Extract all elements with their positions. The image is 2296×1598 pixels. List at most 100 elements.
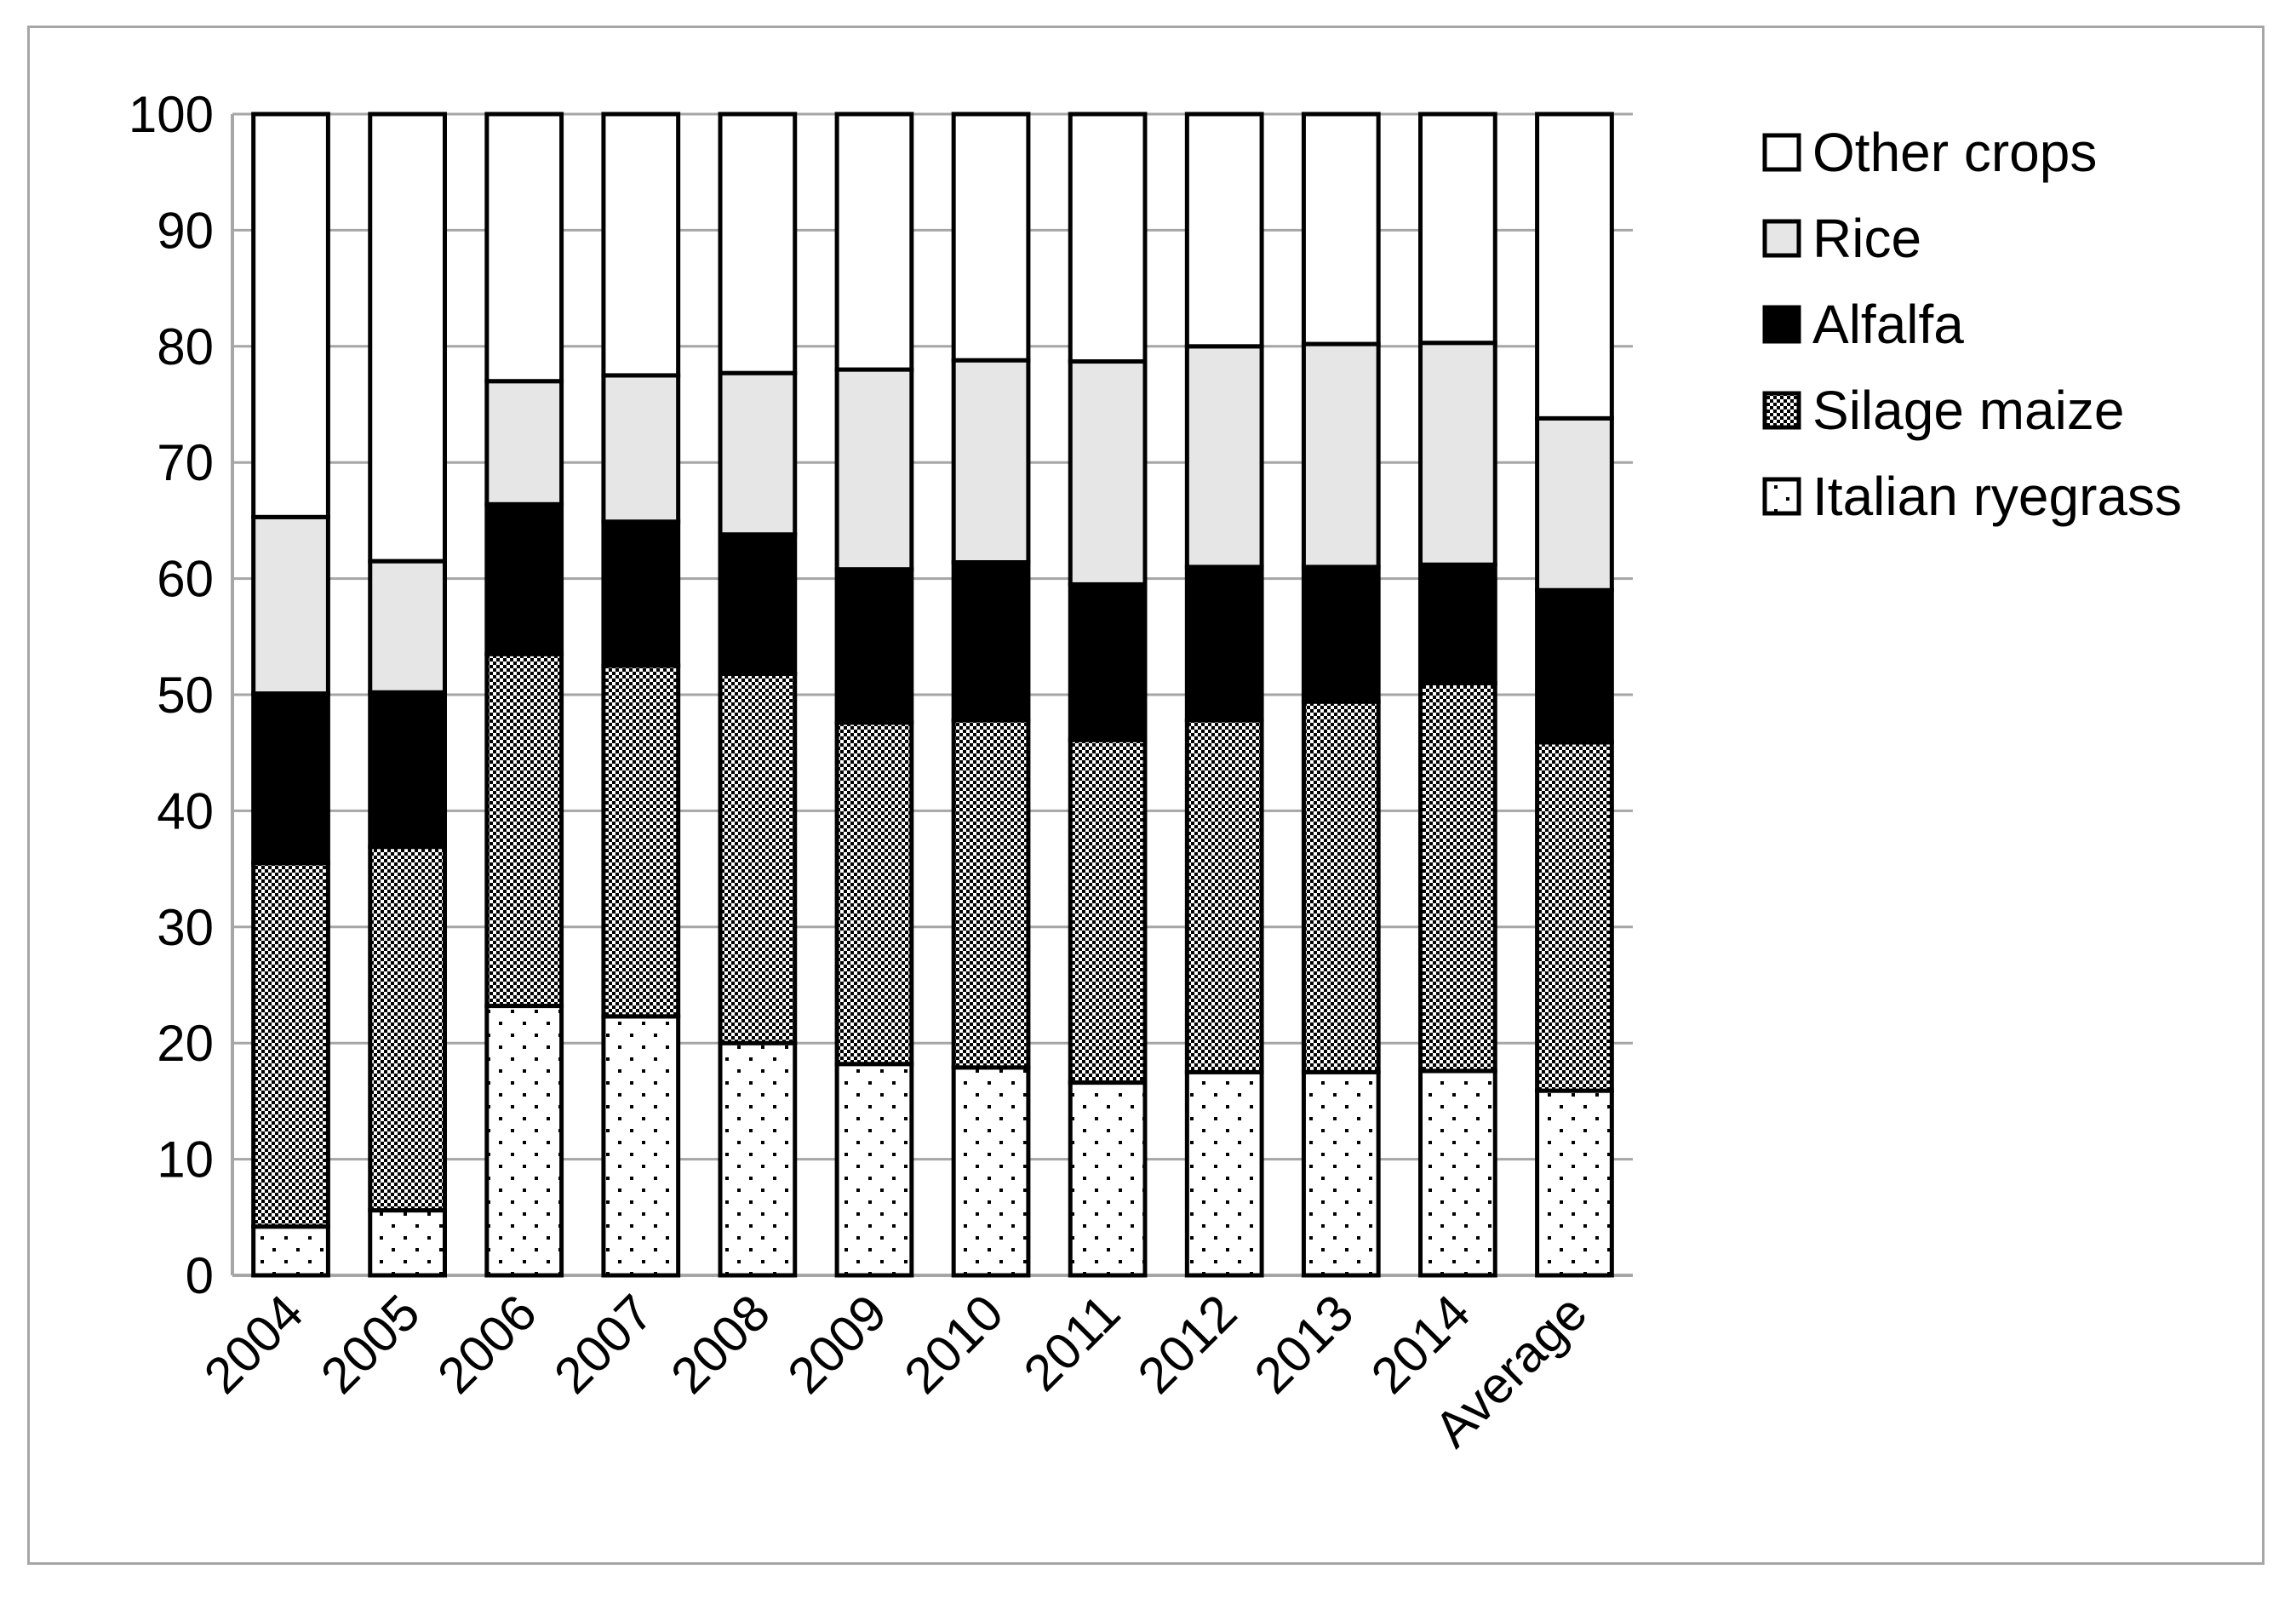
bar-segment-silage-maize xyxy=(718,671,798,1045)
bar-stack-2005 xyxy=(368,112,447,1278)
y-tick-label: 80 xyxy=(157,318,214,375)
x-category-label: 2009 xyxy=(776,1284,897,1405)
axes xyxy=(231,114,1633,1277)
legend: Other crops Rice Alfalfa Silage maize Italia… xyxy=(1762,122,2182,527)
x-category-label: 2012 xyxy=(1127,1284,1248,1405)
bar-segment-other-crops xyxy=(1535,112,1614,421)
bar-segment-rice xyxy=(834,367,914,572)
bar-stack-2013 xyxy=(1301,112,1381,1278)
bar-stack-2006 xyxy=(484,112,564,1278)
chart-area: 0 10 20 30 40 50 60 70 80 90 100 2004 2005 2006 2007 2… xyxy=(27,26,2265,1565)
bar-segment-rice xyxy=(484,379,564,507)
bar-segment-italian-ryegrass xyxy=(368,1208,447,1278)
x-category-label: 2007 xyxy=(543,1284,664,1405)
y-tick-label: 100 xyxy=(129,86,214,143)
bar-stack-2004 xyxy=(251,112,330,1278)
y-tick-label: 50 xyxy=(157,667,214,724)
bar-segment-other-crops xyxy=(1418,112,1497,346)
legend-item-alfalfa: Alfalfa xyxy=(1762,294,1964,355)
bar-segment-alfalfa xyxy=(1068,581,1148,742)
bar-segment-rice xyxy=(601,373,681,524)
bar-segment-italian-ryegrass xyxy=(1068,1080,1148,1278)
y-tick-label: 20 xyxy=(157,1015,214,1072)
bar-segment-other-crops xyxy=(484,112,564,384)
bar-segment-other-crops xyxy=(368,112,447,564)
legend-item-silage-maize: Silage maize xyxy=(1762,380,2124,441)
bar-segment-silage-maize xyxy=(1068,737,1148,1085)
y-tick-label: 10 xyxy=(157,1131,214,1188)
x-category-labels: 2004200520062007200820092010201120122013… xyxy=(193,1284,1598,1458)
bar-segment-alfalfa xyxy=(601,519,681,668)
bar-segment-other-crops xyxy=(1301,112,1381,347)
legend-swatch xyxy=(1762,305,1801,344)
bar-segment-rice xyxy=(1068,359,1148,587)
x-category-label: 2006 xyxy=(427,1284,547,1405)
bar-segment-italian-ryegrass xyxy=(1301,1069,1381,1278)
legend-swatch xyxy=(1762,133,1801,172)
bar-segment-other-crops xyxy=(601,112,681,378)
bar-segment-italian-ryegrass xyxy=(834,1062,914,1278)
bar-segment-silage-maize xyxy=(834,720,914,1067)
x-category-label: 2005 xyxy=(310,1284,431,1405)
bar-stack-average xyxy=(1535,112,1614,1278)
bar-segment-alfalfa xyxy=(951,560,1031,723)
y-tick-label: 90 xyxy=(157,202,214,259)
bar-stack-2011 xyxy=(1068,112,1148,1278)
bar-segment-italian-ryegrass xyxy=(1535,1088,1614,1278)
bar-segment-alfalfa xyxy=(834,567,914,725)
bar-segment-rice xyxy=(718,370,798,537)
legend-item-italian-ryegrass: Italian ryegrass xyxy=(1762,466,2182,527)
legend-item-other-crops: Other crops xyxy=(1762,122,2097,183)
y-tick-labels: 0 10 20 30 40 50 60 70 80 90 100 xyxy=(129,86,214,1304)
legend-label: Other crops xyxy=(1812,122,2097,183)
y-tick-label: 30 xyxy=(157,899,214,956)
bar-segment-silage-maize xyxy=(601,663,681,1019)
bar-segment-silage-maize xyxy=(368,845,447,1213)
x-category-label: 2008 xyxy=(660,1284,781,1405)
bar-stack-2012 xyxy=(1184,112,1264,1278)
legend-swatch xyxy=(1762,219,1801,258)
bar-segment-silage-maize xyxy=(1184,718,1264,1074)
bar-segment-silage-maize xyxy=(1301,699,1381,1074)
bar-segment-rice xyxy=(368,558,447,695)
x-category-label: 2013 xyxy=(1244,1284,1365,1405)
bar-segment-alfalfa xyxy=(718,532,798,676)
bar-segment-italian-ryegrass xyxy=(951,1065,1031,1278)
bar-segment-alfalfa xyxy=(368,690,447,850)
legend-label: Alfalfa xyxy=(1812,294,1964,355)
legend-label: Silage maize xyxy=(1812,380,2124,441)
legend-swatch xyxy=(1762,391,1801,430)
bar-segment-italian-ryegrass xyxy=(251,1224,330,1278)
bar-segment-rice xyxy=(251,514,330,696)
bar-segment-silage-maize xyxy=(484,651,564,1009)
bar-stack-2009 xyxy=(834,112,914,1278)
bar-segment-alfalfa xyxy=(1301,564,1381,704)
bar-segment-silage-maize xyxy=(1418,680,1497,1074)
bar-segment-silage-maize xyxy=(1535,740,1614,1093)
bar-segment-other-crops xyxy=(251,112,330,519)
legend-item-rice: Rice xyxy=(1762,208,1921,269)
y-tick-label: 0 xyxy=(186,1247,214,1304)
bar-stack-2010 xyxy=(951,112,1031,1278)
bar-stack-2007 xyxy=(601,112,681,1278)
legend-label: Italian ryegrass xyxy=(1812,466,2182,527)
bar-segment-rice xyxy=(951,358,1031,565)
bar-segment-alfalfa xyxy=(1535,587,1614,745)
bar-segment-rice xyxy=(1418,341,1497,567)
bar-segment-italian-ryegrass xyxy=(1418,1068,1497,1278)
y-tick-label: 70 xyxy=(157,434,214,491)
bar-segment-other-crops xyxy=(834,112,914,372)
bar-segment-other-crops xyxy=(951,112,1031,363)
bar-segment-alfalfa xyxy=(1184,564,1264,723)
bar-segment-other-crops xyxy=(1068,112,1148,364)
bar-segment-silage-maize xyxy=(251,861,330,1229)
x-category-label: 2011 xyxy=(1013,1284,1131,1402)
bar-segment-rice xyxy=(1301,341,1381,570)
bar-stack-2014 xyxy=(1418,112,1497,1278)
stacked-bar-chart: 0 10 20 30 40 50 60 70 80 90 100 20042005200620072… xyxy=(129,86,2182,1458)
bar-segment-rice xyxy=(1184,344,1264,570)
bar-segment-other-crops xyxy=(1184,112,1264,349)
bar-segment-rice xyxy=(1535,415,1614,593)
legend-label: Rice xyxy=(1812,208,1921,269)
bar-stack-2008 xyxy=(718,112,798,1278)
